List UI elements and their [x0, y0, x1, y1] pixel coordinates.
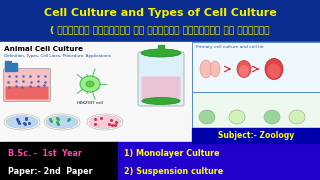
Text: HEK293T cell: HEK293T cell — [77, 101, 103, 105]
Text: B.Sc. -  1st  Year: B.Sc. - 1st Year — [8, 148, 82, 158]
Text: ( कोशिका संवर्धन और कोशिका संवर्धन के प्रकार: ( कोशिका संवर्धन और कोशिका संवर्धन के प्… — [50, 26, 270, 35]
Ellipse shape — [289, 110, 305, 124]
Ellipse shape — [46, 116, 78, 129]
Text: 1) Monolayer Culture: 1) Monolayer Culture — [124, 148, 220, 158]
FancyBboxPatch shape — [141, 76, 180, 102]
Bar — [192, 42, 320, 92]
Ellipse shape — [86, 81, 94, 87]
Ellipse shape — [200, 60, 212, 78]
Text: Animal Cell Culture: Animal Cell Culture — [4, 46, 83, 52]
Ellipse shape — [87, 114, 123, 130]
Ellipse shape — [229, 110, 245, 124]
Ellipse shape — [141, 49, 181, 57]
Ellipse shape — [80, 76, 100, 92]
Ellipse shape — [44, 114, 80, 130]
Bar — [0, 0, 320, 42]
Bar — [0, 142, 118, 180]
Ellipse shape — [265, 58, 283, 80]
Bar — [5, 61, 11, 64]
Bar — [5, 63, 17, 71]
Text: Paper:- 2nd  Paper: Paper:- 2nd Paper — [8, 166, 92, 176]
Ellipse shape — [142, 98, 180, 105]
Bar — [158, 45, 164, 50]
Bar — [192, 128, 320, 143]
Ellipse shape — [4, 114, 40, 130]
Text: Subject:- Zoology: Subject:- Zoology — [218, 130, 294, 140]
Text: 2) Suspension culture: 2) Suspension culture — [124, 166, 223, 176]
FancyBboxPatch shape — [5, 87, 49, 100]
Bar — [192, 92, 320, 142]
Ellipse shape — [268, 64, 281, 78]
Bar — [118, 142, 320, 180]
Bar — [192, 92, 320, 142]
Ellipse shape — [237, 60, 251, 78]
Text: Definition, Types, Cell Lines, Procedure, Applications: Definition, Types, Cell Lines, Procedure… — [4, 54, 111, 58]
FancyBboxPatch shape — [138, 52, 184, 106]
FancyBboxPatch shape — [4, 69, 51, 102]
Ellipse shape — [6, 116, 38, 129]
Ellipse shape — [210, 61, 220, 77]
Bar — [192, 42, 320, 92]
Text: Cell Culture and Types of Cell Culture: Cell Culture and Types of Cell Culture — [44, 8, 276, 18]
Ellipse shape — [89, 116, 121, 129]
Ellipse shape — [264, 110, 280, 124]
Text: Primary cell culture and cell lin: Primary cell culture and cell lin — [196, 45, 263, 49]
Ellipse shape — [199, 110, 215, 124]
Ellipse shape — [239, 65, 249, 77]
Bar — [0, 42, 192, 142]
